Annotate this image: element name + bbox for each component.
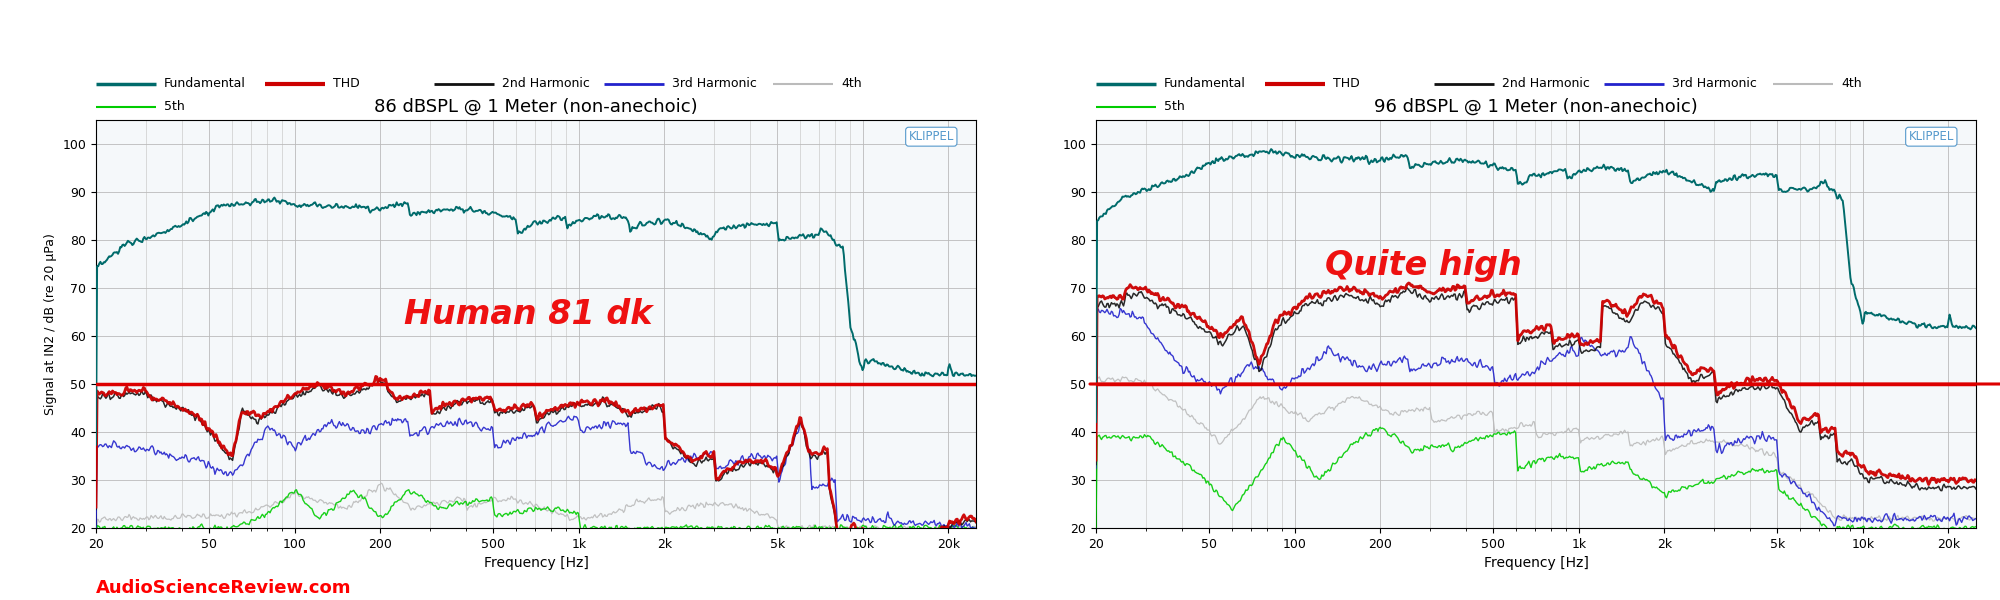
Title: 96 dBSPL @ 1 Meter (non-anechoic): 96 dBSPL @ 1 Meter (non-anechoic) — [1374, 98, 1698, 116]
Text: Fundamental: Fundamental — [164, 77, 246, 91]
Title: 86 dBSPL @ 1 Meter (non-anechoic): 86 dBSPL @ 1 Meter (non-anechoic) — [374, 98, 698, 116]
Text: 3rd Harmonic: 3rd Harmonic — [672, 77, 756, 91]
Text: 3rd Harmonic: 3rd Harmonic — [1672, 77, 1756, 91]
Text: 4th: 4th — [840, 77, 862, 91]
Text: 2nd Harmonic: 2nd Harmonic — [502, 77, 590, 91]
X-axis label: Frequency [Hz]: Frequency [Hz] — [484, 556, 588, 570]
Y-axis label: Signal at IN2 / dB (re 20 µPa): Signal at IN2 / dB (re 20 µPa) — [44, 233, 56, 415]
Text: 2nd Harmonic: 2nd Harmonic — [1502, 77, 1590, 91]
Text: THD: THD — [1334, 77, 1360, 91]
Text: KLIPPEL: KLIPPEL — [908, 130, 954, 143]
Text: 5th: 5th — [164, 100, 184, 113]
X-axis label: Frequency [Hz]: Frequency [Hz] — [1484, 556, 1588, 570]
Text: 4th: 4th — [1840, 77, 1862, 91]
Text: Human 81 dk: Human 81 dk — [404, 298, 652, 331]
Text: KLIPPEL: KLIPPEL — [1908, 130, 1954, 143]
Text: THD: THD — [334, 77, 360, 91]
Text: Quite high: Quite high — [1324, 249, 1522, 282]
Text: 5th: 5th — [1164, 100, 1184, 113]
Text: Fundamental: Fundamental — [1164, 77, 1246, 91]
Text: AudioScienceReview.com: AudioScienceReview.com — [96, 579, 352, 597]
